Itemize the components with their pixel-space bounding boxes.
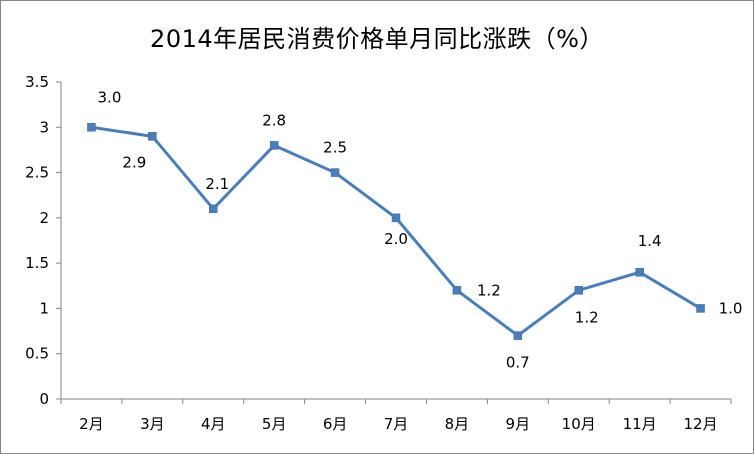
data-point [330, 168, 340, 177]
data-label: 1.0 [719, 299, 743, 317]
y-tick-label: 0.5 [25, 345, 49, 363]
data-point [452, 286, 462, 295]
data-point [513, 331, 523, 340]
x-tick-label: 6月 [323, 415, 348, 433]
y-tick-label: 2.5 [25, 164, 49, 182]
data-point [635, 267, 644, 277]
data-point [148, 132, 157, 141]
data-label: 2.5 [323, 139, 347, 157]
data-label: 0.7 [506, 354, 530, 372]
y-tick-label: 3.5 [25, 73, 49, 91]
x-tick-label: 3月 [140, 415, 165, 433]
x-tick-label: 7月 [384, 415, 409, 433]
data-label: 2.8 [262, 111, 286, 129]
data-point [391, 213, 401, 223]
y-tick-label: 0 [39, 390, 49, 408]
chart-title: 2014年居民消费价格单月同比涨跌（%） [150, 25, 604, 53]
data-label: 1.4 [638, 232, 662, 250]
data-label: 2.0 [384, 230, 408, 248]
x-tick-label: 12月 [683, 415, 717, 433]
y-tick-label: 1.5 [25, 254, 49, 272]
y-tick-label: 1 [39, 299, 49, 317]
x-tick-label: 8月 [445, 415, 470, 433]
data-label: 1.2 [575, 308, 599, 326]
y-tick-label: 2 [39, 209, 49, 227]
data-point [87, 123, 96, 132]
x-tick-label: 9月 [506, 415, 531, 433]
y-tick-label: 3 [39, 118, 49, 136]
data-label: 2.1 [205, 175, 229, 193]
x-tick-label: 11月 [623, 415, 657, 433]
data-point [209, 204, 218, 214]
x-tick-label: 5月 [262, 415, 287, 433]
x-tick-label: 4月 [201, 415, 226, 433]
data-point [269, 141, 279, 150]
data-label: 2.9 [122, 153, 146, 171]
data-label: 3.0 [98, 88, 122, 106]
data-point [574, 286, 583, 295]
data-label: 1.2 [477, 281, 501, 299]
x-tick-label: 10月 [562, 415, 596, 433]
data-point [696, 304, 705, 313]
x-tick-label: 2月 [79, 415, 104, 433]
